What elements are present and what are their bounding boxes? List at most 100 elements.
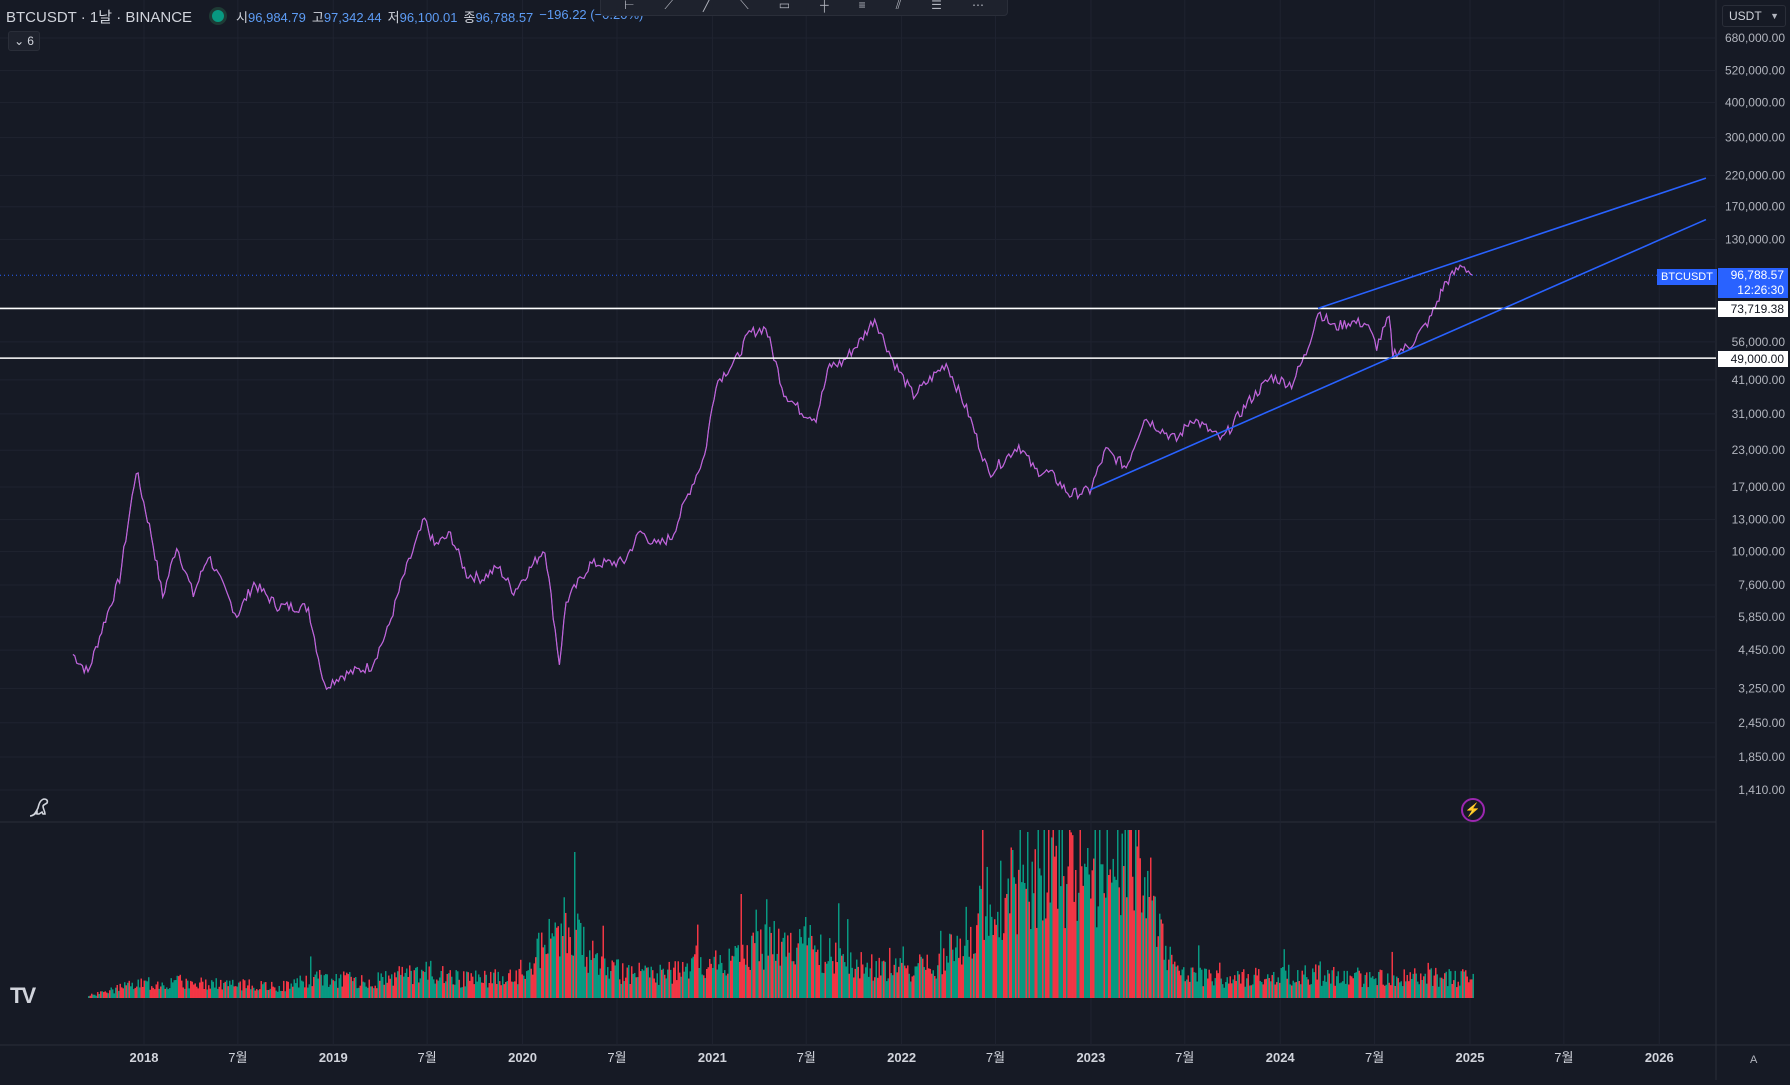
volume-bar (1461, 969, 1464, 998)
volume-bar (876, 977, 879, 998)
volume-bar (752, 932, 754, 998)
volume-bar (1427, 962, 1429, 998)
horizontal-line-icon[interactable]: ⊢ (624, 0, 635, 12)
volume-bar (357, 987, 360, 998)
volume-bar (740, 894, 742, 998)
volume-bar (596, 953, 598, 998)
volume-bar (788, 952, 790, 998)
volume-bar (1106, 830, 1108, 998)
volume-bar (1347, 984, 1350, 998)
volume-bar (1185, 979, 1188, 998)
auto-scale-button[interactable]: A (1750, 1054, 1758, 1066)
volume-bar (702, 975, 705, 998)
volume-bar (936, 965, 939, 998)
volume-bar (1082, 885, 1084, 998)
volume-bar (632, 973, 634, 998)
currency-select[interactable]: USDT ▼ (1722, 5, 1786, 27)
volume-bar (1425, 983, 1428, 998)
volume-bar (207, 985, 210, 998)
volume-bar (446, 973, 448, 998)
channel-line (1089, 218, 1707, 491)
volume-bar (1286, 978, 1288, 998)
volume-bar (990, 916, 993, 998)
volume-bar (609, 970, 612, 998)
volume-bar (393, 972, 396, 998)
volume-bar (332, 980, 334, 998)
indicators-toggle-button[interactable]: ⌄ 6 (8, 31, 40, 51)
volume-bar (771, 954, 774, 998)
volume-bar (1196, 981, 1198, 998)
parallel-lines-icon[interactable]: ⫽ (895, 0, 902, 12)
volume-bar (1220, 978, 1222, 998)
volume-bar (150, 986, 153, 998)
time-axis-label: 2023 (1076, 1050, 1105, 1065)
volume-bar (1052, 830, 1054, 998)
volume-bar (656, 973, 658, 998)
volume-bar (944, 970, 946, 998)
ray-icon[interactable]: ⟋ (664, 0, 673, 12)
rectangle-icon[interactable]: ▭ (778, 0, 791, 12)
channel-line (1317, 177, 1707, 310)
volume-bar (1104, 897, 1107, 998)
volume-bar (455, 970, 457, 998)
volume-bar (275, 990, 277, 998)
ruler-icon[interactable]: ⋯ (971, 0, 984, 12)
volume-bar (561, 936, 564, 998)
drawing-toolbar: ⊢ ⟋ ╱ ⟍ ▭ ┼ ≡ ⫽ ☰ ⋯ (600, 0, 1008, 16)
volume-bar (299, 975, 301, 998)
volume-bar (140, 978, 142, 998)
symbol-title[interactable]: BTCUSDT · 1날 · BINANCE (6, 8, 193, 26)
volume-bar (1073, 901, 1075, 998)
volume-bar (677, 961, 679, 998)
volume-bar (1151, 900, 1153, 998)
volume-bar (395, 977, 397, 998)
volume-bar (531, 974, 534, 998)
volume-bar (678, 972, 681, 998)
volume-bar (957, 957, 960, 998)
volume-bar (1245, 978, 1248, 998)
volume-bar (492, 972, 495, 998)
volume-bar (804, 916, 807, 998)
volume-bar (575, 929, 577, 998)
volume-bar (503, 984, 505, 998)
volume-bar (915, 966, 918, 998)
volume-bar (389, 978, 391, 998)
volume-bar (533, 963, 535, 998)
volume-bar (278, 985, 280, 998)
volume-bar (518, 968, 520, 998)
volume-bar (705, 968, 708, 998)
volume-bar (408, 965, 411, 998)
volume-bar (698, 967, 700, 998)
volume-bar (1257, 969, 1260, 998)
dinosaur-icon[interactable] (26, 794, 54, 822)
time-axis-label: 2019 (319, 1050, 348, 1065)
tradingview-logo-icon[interactable]: TV (10, 983, 36, 1008)
volume-bar (1410, 978, 1413, 998)
volume-bar (1203, 968, 1206, 998)
volume-bar (458, 979, 460, 998)
extended-line-icon[interactable]: ⟍ (740, 0, 749, 12)
volume-bar (1361, 987, 1363, 998)
cross-line-icon[interactable]: ┼ (820, 0, 829, 12)
volume-bar (843, 962, 846, 998)
lightning-icon[interactable]: ⚡ (1461, 798, 1485, 822)
volume-bar (1056, 908, 1059, 998)
fib-icon[interactable]: ☰ (931, 0, 942, 12)
volume-bar (164, 988, 166, 998)
volume-bar (975, 925, 978, 998)
volume-bar (894, 958, 897, 998)
volume-bar (1212, 985, 1215, 998)
volume-bar (1406, 975, 1408, 998)
volume-bar (1398, 982, 1401, 998)
volume-bar (1058, 830, 1060, 998)
volume-bar (1037, 830, 1039, 998)
price-axis-label: 13,000.00 (1732, 513, 1786, 527)
parallel-channel-icon[interactable]: ≡ (858, 0, 866, 12)
trend-line-icon[interactable]: ╱ (702, 0, 711, 12)
volume-bar (953, 961, 955, 998)
volume-bar (1235, 980, 1237, 998)
volume-bar (620, 983, 622, 998)
volume-bar (254, 990, 256, 998)
